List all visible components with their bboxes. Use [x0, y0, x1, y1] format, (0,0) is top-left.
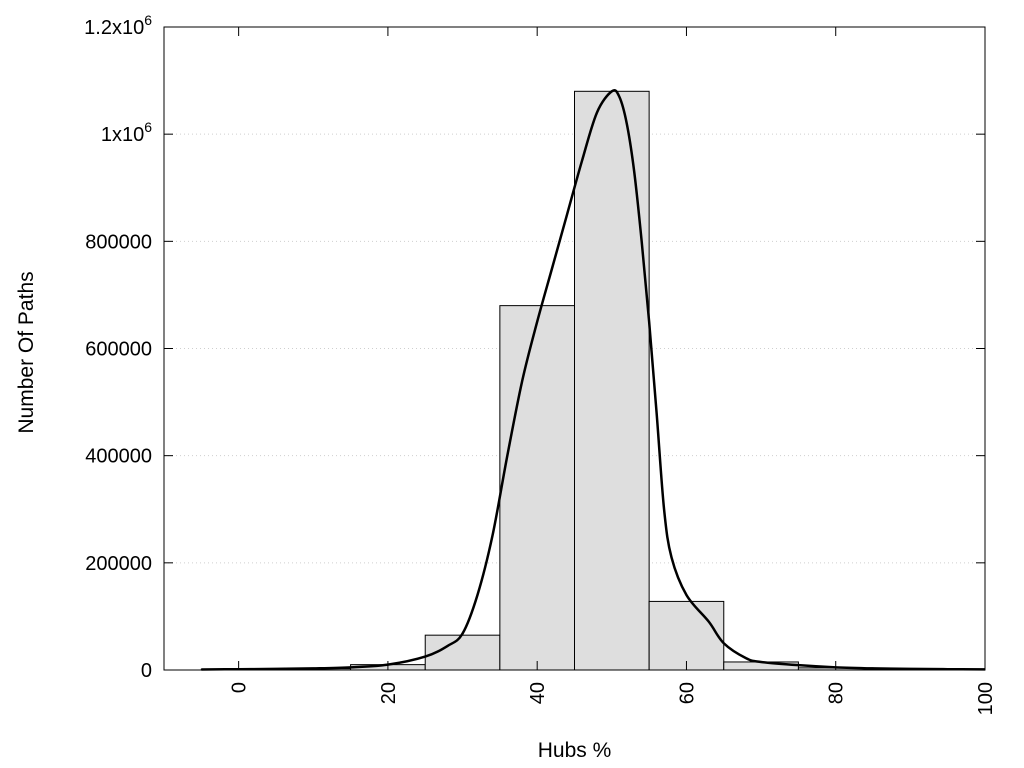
y-tick-label-1: 200000: [85, 553, 152, 575]
x-axis-title: Hubs %: [538, 739, 612, 762]
x-tick-label-2: 40: [527, 682, 549, 704]
y-tick-label-5: 1x106: [101, 119, 152, 146]
x-tick-label-5: 100: [975, 682, 997, 715]
histogram-bars: [200, 90, 949, 671]
bar-6: [648, 600, 725, 671]
y-tick-label-4: 800000: [85, 231, 152, 253]
x-tick-label-3: 60: [676, 682, 698, 704]
x-tick-label-0: 0: [229, 682, 251, 693]
density-curve: [201, 89, 986, 671]
y-axis-title: Number Of Paths: [15, 271, 38, 433]
y-tick-label-6: 1.2x106: [84, 12, 152, 39]
x-axis-ticks: 0 20 40 60 80 100: [229, 27, 997, 715]
gridlines: [164, 133, 985, 564]
x-tick-label-1: 20: [378, 682, 400, 704]
y-tick-label-3: 600000: [85, 339, 152, 361]
bar-5: [574, 90, 650, 671]
y-axis-ticks: 0 200000 400000 600000 800000 1x106 1.2x106: [84, 12, 985, 682]
x-tick-label-4: 80: [826, 682, 848, 704]
y-tick-label-2: 400000: [85, 446, 152, 468]
y-tick-label-0: 0: [141, 660, 152, 682]
bar-4: [499, 305, 576, 671]
